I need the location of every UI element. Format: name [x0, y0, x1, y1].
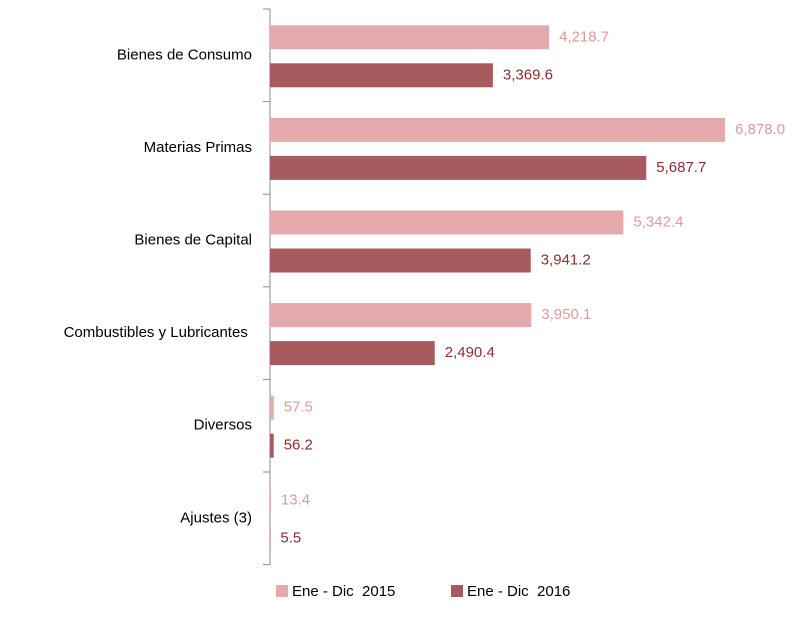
bar	[270, 210, 624, 235]
bar	[270, 155, 647, 180]
value-label: 4,218.7	[559, 28, 609, 45]
legend-label: Ene - Dic 2015	[292, 583, 395, 600]
value-label: 3,941.2	[541, 251, 591, 268]
bar	[270, 248, 531, 273]
category-label: Ajustes (3)	[180, 509, 252, 526]
value-label: 5,342.4	[633, 213, 683, 230]
value-label: 2,490.4	[445, 344, 495, 361]
value-label: 13.4	[281, 491, 310, 508]
bar	[270, 341, 435, 366]
bar	[270, 63, 493, 88]
category-label: Diversos	[194, 417, 252, 434]
legend-swatch	[451, 585, 463, 597]
bar	[270, 433, 274, 458]
bar	[270, 25, 550, 50]
legend-swatch	[276, 585, 288, 597]
value-label: 6,878.0	[735, 121, 785, 138]
category-label: Materias Primas	[144, 139, 252, 156]
legend-label: Ene - Dic 2016	[467, 583, 570, 600]
value-label: 5,687.7	[656, 159, 706, 176]
bar	[270, 488, 271, 513]
bar	[270, 303, 532, 328]
value-label: 5.5	[280, 529, 301, 546]
bar	[270, 395, 274, 420]
value-label: 3,950.1	[541, 306, 591, 323]
bar	[270, 117, 725, 142]
value-label: 56.2	[284, 437, 313, 454]
value-label: 57.5	[284, 399, 313, 416]
value-label: 3,369.6	[503, 66, 553, 83]
category-label: Combustibles y Lubricantes	[64, 324, 252, 341]
category-label: Bienes de Capital	[134, 231, 252, 248]
category-label: Bienes de Consumo	[117, 46, 252, 63]
